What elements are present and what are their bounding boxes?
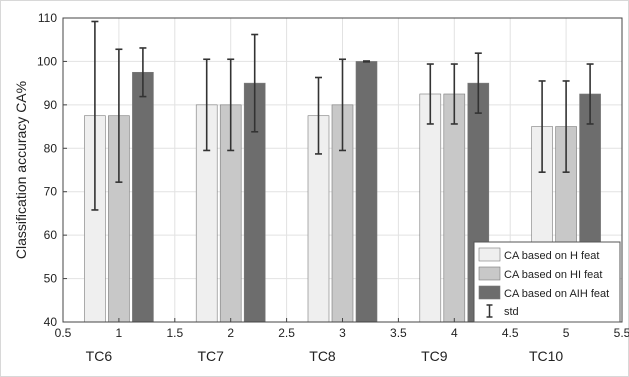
y-tick-label: 90	[44, 98, 58, 112]
error-bars	[91, 20, 594, 211]
x-tick-label: 2.5	[278, 326, 295, 340]
legend: CA based on H feat CA based on HI feat CA …	[473, 241, 621, 323]
bars	[84, 61, 601, 323]
y-axis-label: Classification accuracy CA%	[13, 81, 29, 259]
bar	[443, 93, 466, 323]
legend-label: CA based on AIH feat	[504, 288, 609, 300]
y-tick-label: 50	[44, 272, 58, 286]
category-label: TC7	[197, 348, 224, 364]
x-tick-label: 3	[339, 326, 346, 340]
axis-ticks: 40 50 60 70 80 90 100 110 0.5 1 1.5 2 2.5 3 3.5 4 4.5 5 5.…	[37, 11, 629, 340]
x-tick-label: 4.5	[502, 326, 519, 340]
y-tick-label: 110	[38, 11, 57, 25]
legend-label: CA based on HI feat	[504, 269, 602, 281]
category-labels: TC6 TC7 TC8 TC9 TC10	[86, 348, 564, 364]
y-tick-label: 80	[44, 141, 58, 155]
x-tick-label: 1.5	[166, 326, 183, 340]
category-label: TC6	[86, 348, 113, 364]
bar	[419, 93, 442, 323]
y-tick-label: 70	[44, 185, 58, 199]
x-tick-label: 0.5	[55, 326, 72, 340]
legend-swatch	[478, 247, 501, 262]
y-tick-label: 40	[44, 315, 58, 329]
bar	[132, 71, 154, 323]
x-tick-label: 4	[451, 326, 458, 340]
y-tick-label: 60	[44, 228, 58, 242]
legend-label: CA based on H feat	[504, 250, 599, 262]
bar	[355, 61, 378, 323]
legend-swatch	[478, 285, 501, 300]
x-tick-label: 1	[116, 326, 123, 340]
category-label: TC10	[529, 348, 563, 364]
legend-swatch	[478, 266, 501, 281]
x-tick-label: 3.5	[390, 326, 407, 340]
x-tick-label: 5	[563, 326, 570, 340]
category-label: TC8	[309, 348, 336, 364]
y-tick-label: 100	[37, 54, 57, 68]
x-tick-label: 5.5	[614, 326, 629, 340]
x-tick-label: 2	[227, 326, 234, 340]
legend-label: std	[504, 306, 519, 318]
category-label: TC9	[421, 348, 448, 364]
